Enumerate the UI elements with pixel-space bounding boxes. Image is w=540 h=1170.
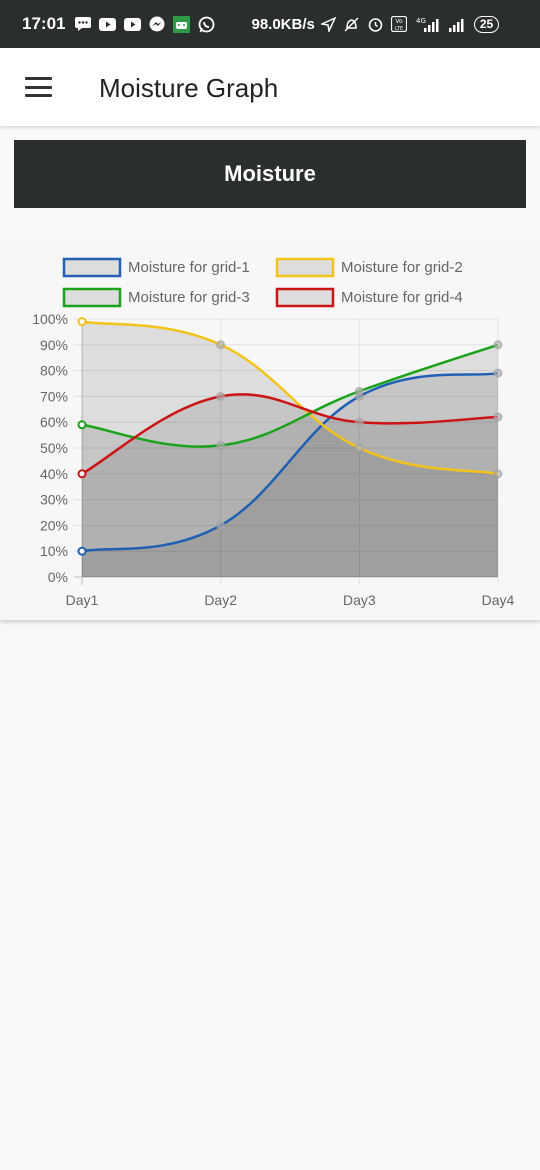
data-point xyxy=(493,340,503,350)
data-point xyxy=(77,546,87,556)
series-line xyxy=(81,393,499,475)
messenger-icon xyxy=(149,16,165,32)
data-point xyxy=(354,417,364,427)
svg-text:4G: 4G xyxy=(416,17,426,25)
data-point xyxy=(216,340,226,350)
y-tick-label: 40% xyxy=(40,466,68,482)
y-tick-label: 0% xyxy=(48,569,68,585)
y-tick-label: 70% xyxy=(40,388,68,404)
y-tick-label: 100% xyxy=(32,311,68,327)
hamburger-menu-icon[interactable] xyxy=(25,77,52,97)
chart-card: 0% 10% 20% 30% 40% 50% 60% 70% 80% 90% 100% Day1 Day… xyxy=(0,244,540,620)
legend-swatch xyxy=(62,287,122,308)
alarm-off-icon xyxy=(344,16,359,32)
y-tick-label: 50% xyxy=(40,440,68,456)
series-line xyxy=(81,320,499,476)
legend-label: Moisture for grid-1 xyxy=(128,259,250,276)
series-1 xyxy=(77,368,503,556)
data-point xyxy=(77,420,87,430)
status-time: 17:01 xyxy=(22,14,66,33)
x-tick-label: Day2 xyxy=(204,592,237,608)
moisture-banner: Moisture xyxy=(14,140,526,208)
android-icon xyxy=(173,15,191,33)
y-tick-label: 80% xyxy=(40,363,68,379)
legend-swatch xyxy=(275,257,335,278)
alarm-icon xyxy=(368,17,383,32)
data-point xyxy=(216,391,226,401)
y-tick-label: 20% xyxy=(40,517,68,533)
data-point xyxy=(77,317,87,327)
youtube-icon xyxy=(124,17,142,31)
data-point xyxy=(493,368,503,378)
signal-icon xyxy=(448,18,464,32)
chart-grid: 0% 10% 20% 30% 40% 50% 60% 70% 80% 90% 100% Day1 Day… xyxy=(32,311,514,608)
whatsapp-icon xyxy=(199,16,215,32)
data-point xyxy=(354,386,364,396)
svg-text:LTE: LTE xyxy=(395,26,403,32)
moisture-chart: 0% 10% 20% 30% 40% 50% 60% 70% 80% 90% 100% Day1 Day… xyxy=(32,257,515,608)
legend-swatch xyxy=(275,287,335,308)
y-tick-label: 10% xyxy=(40,543,68,559)
series-area xyxy=(82,394,498,577)
notification-icons xyxy=(75,15,215,33)
signal-icon: 4G xyxy=(416,17,439,32)
legend-swatch xyxy=(62,257,122,278)
series-fills xyxy=(82,321,498,577)
svg-text:Vo: Vo xyxy=(395,18,403,25)
series-line xyxy=(81,371,499,553)
x-tick-label: Day1 xyxy=(66,592,99,608)
data-point xyxy=(354,443,364,453)
youtube-icon xyxy=(99,17,117,31)
x-tick-label: Day4 xyxy=(482,592,515,608)
series-4 xyxy=(77,391,503,479)
y-tick-label: 90% xyxy=(40,337,68,353)
series-2 xyxy=(77,317,503,479)
data-point xyxy=(216,440,226,450)
banner-title: Moisture xyxy=(224,161,316,186)
page-title: Moisture Graph xyxy=(99,73,279,103)
legend-label: Moisture for grid-3 xyxy=(128,289,250,306)
system-icons: Vo LTE 4G 25 xyxy=(320,15,500,33)
data-point xyxy=(216,520,226,530)
x-tick-label: Day3 xyxy=(343,592,376,608)
series-line xyxy=(81,343,499,448)
message-icon xyxy=(75,17,92,31)
battery-icon: 25 xyxy=(473,15,500,33)
location-arrow-icon xyxy=(320,16,336,32)
series-3 xyxy=(77,340,503,450)
data-point xyxy=(493,412,503,422)
app-bar: Moisture Graph xyxy=(0,48,540,126)
chart-legend: Moisture for grid-1 Moisture for grid-2 Mo… xyxy=(62,257,463,308)
data-point xyxy=(493,469,503,479)
status-bar: 17:01 98.0KB/s Vo LTE 4G 25 xyxy=(0,0,540,48)
series-area xyxy=(82,321,498,577)
network-speed: 98.0KB/s xyxy=(251,15,315,33)
data-point xyxy=(77,469,87,479)
y-tick-label: 60% xyxy=(40,414,68,430)
legend-label: Moisture for grid-2 xyxy=(341,259,463,276)
legend-label: Moisture for grid-4 xyxy=(341,289,463,306)
y-tick-label: 30% xyxy=(40,492,68,508)
